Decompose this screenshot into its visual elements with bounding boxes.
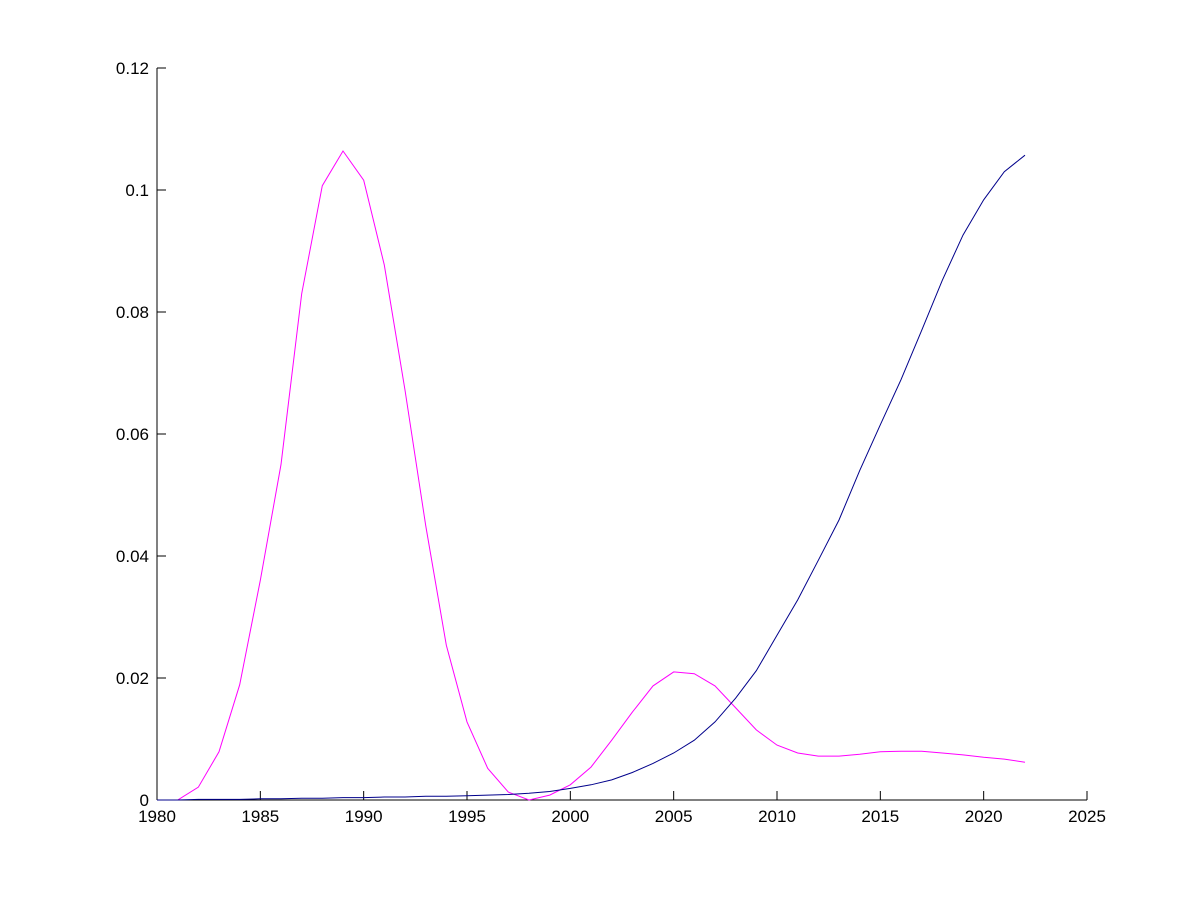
y-tick-label: 0.04	[116, 547, 149, 566]
y-tick-label: 0.02	[116, 669, 149, 688]
series-line-1	[157, 154, 1026, 801]
axes: 1980 1985 1990 1995 2000 2005 2010 2015 2020 2025…	[116, 59, 1106, 826]
y-tick-label: 0.06	[116, 425, 149, 444]
x-tick-label: 1995	[448, 807, 486, 826]
y-tick-label: 0.1	[125, 181, 149, 200]
series-line-0	[157, 150, 1026, 801]
plot-lines	[157, 150, 1026, 801]
y-tick-label: 0.08	[116, 303, 149, 322]
x-tick-label: 2025	[1068, 807, 1106, 826]
x-tick-label: 2015	[861, 807, 899, 826]
x-tick-label: 2005	[655, 807, 693, 826]
x-tick-label: 2020	[965, 807, 1003, 826]
x-tick-label: 1985	[241, 807, 279, 826]
y-tick-label: 0.12	[116, 59, 149, 78]
x-tick-label: 2000	[551, 807, 589, 826]
y-tick-label: 0	[140, 791, 149, 810]
x-tick-label: 2010	[758, 807, 796, 826]
x-tick-label: 1990	[345, 807, 383, 826]
x-tick-label: 1980	[138, 807, 176, 826]
